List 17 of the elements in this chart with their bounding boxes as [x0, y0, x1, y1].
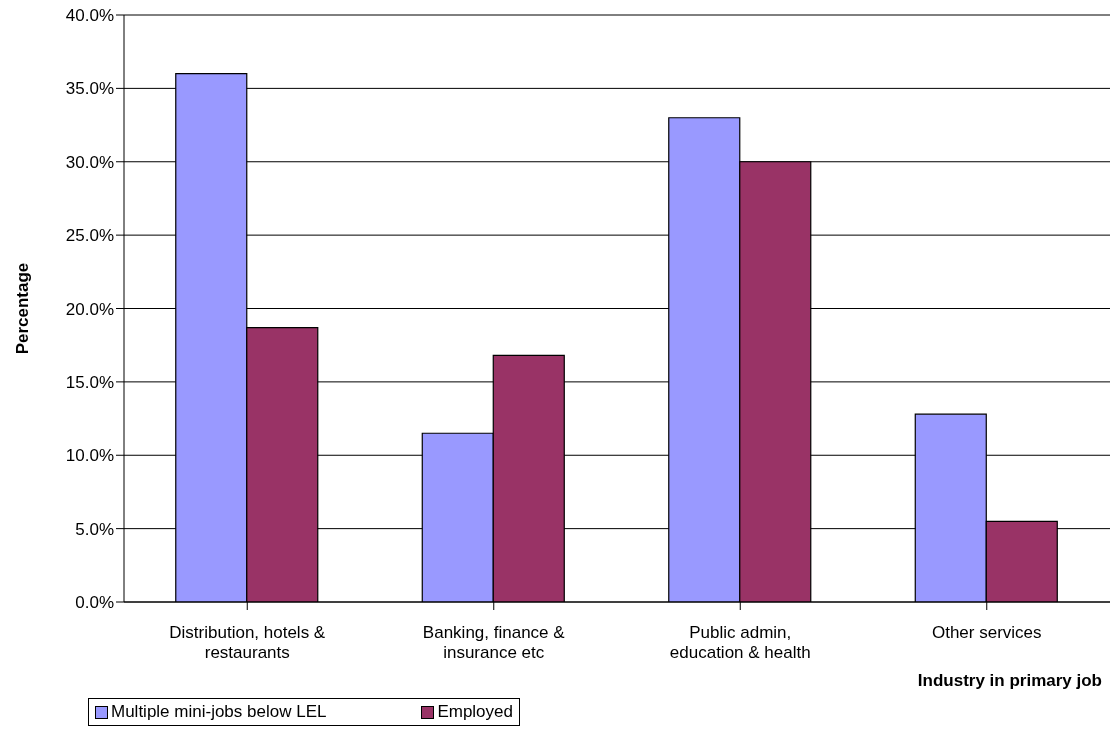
y-tick-label: 20.0%	[65, 299, 114, 319]
y-tick-label: 0.0%	[75, 593, 114, 613]
y-tick-label: 15.0%	[65, 372, 114, 392]
y-tick-label: 10.0%	[65, 446, 114, 466]
x-tick-label: Distribution, hotels & restaurants	[169, 623, 326, 662]
y-tick-label: 40.0%	[65, 6, 114, 26]
y-tick-label: 5.0%	[75, 519, 114, 539]
y-axis-title: Percentage	[13, 262, 33, 355]
x-tick-label: Public admin, education & health	[669, 623, 811, 662]
y-tick-label: 25.0%	[65, 226, 114, 246]
legend-label: Employed	[437, 702, 513, 722]
y-tick-label: 35.0%	[65, 79, 114, 99]
legend-label: Multiple mini-jobs below LEL	[111, 702, 327, 722]
x-axis-title: Industry in primary job	[917, 671, 1102, 690]
x-tick-label: Banking, finance & insurance etc	[422, 623, 566, 662]
y-tick-label: 30.0%	[65, 152, 114, 172]
x-tick-label: Other services	[931, 623, 1042, 642]
